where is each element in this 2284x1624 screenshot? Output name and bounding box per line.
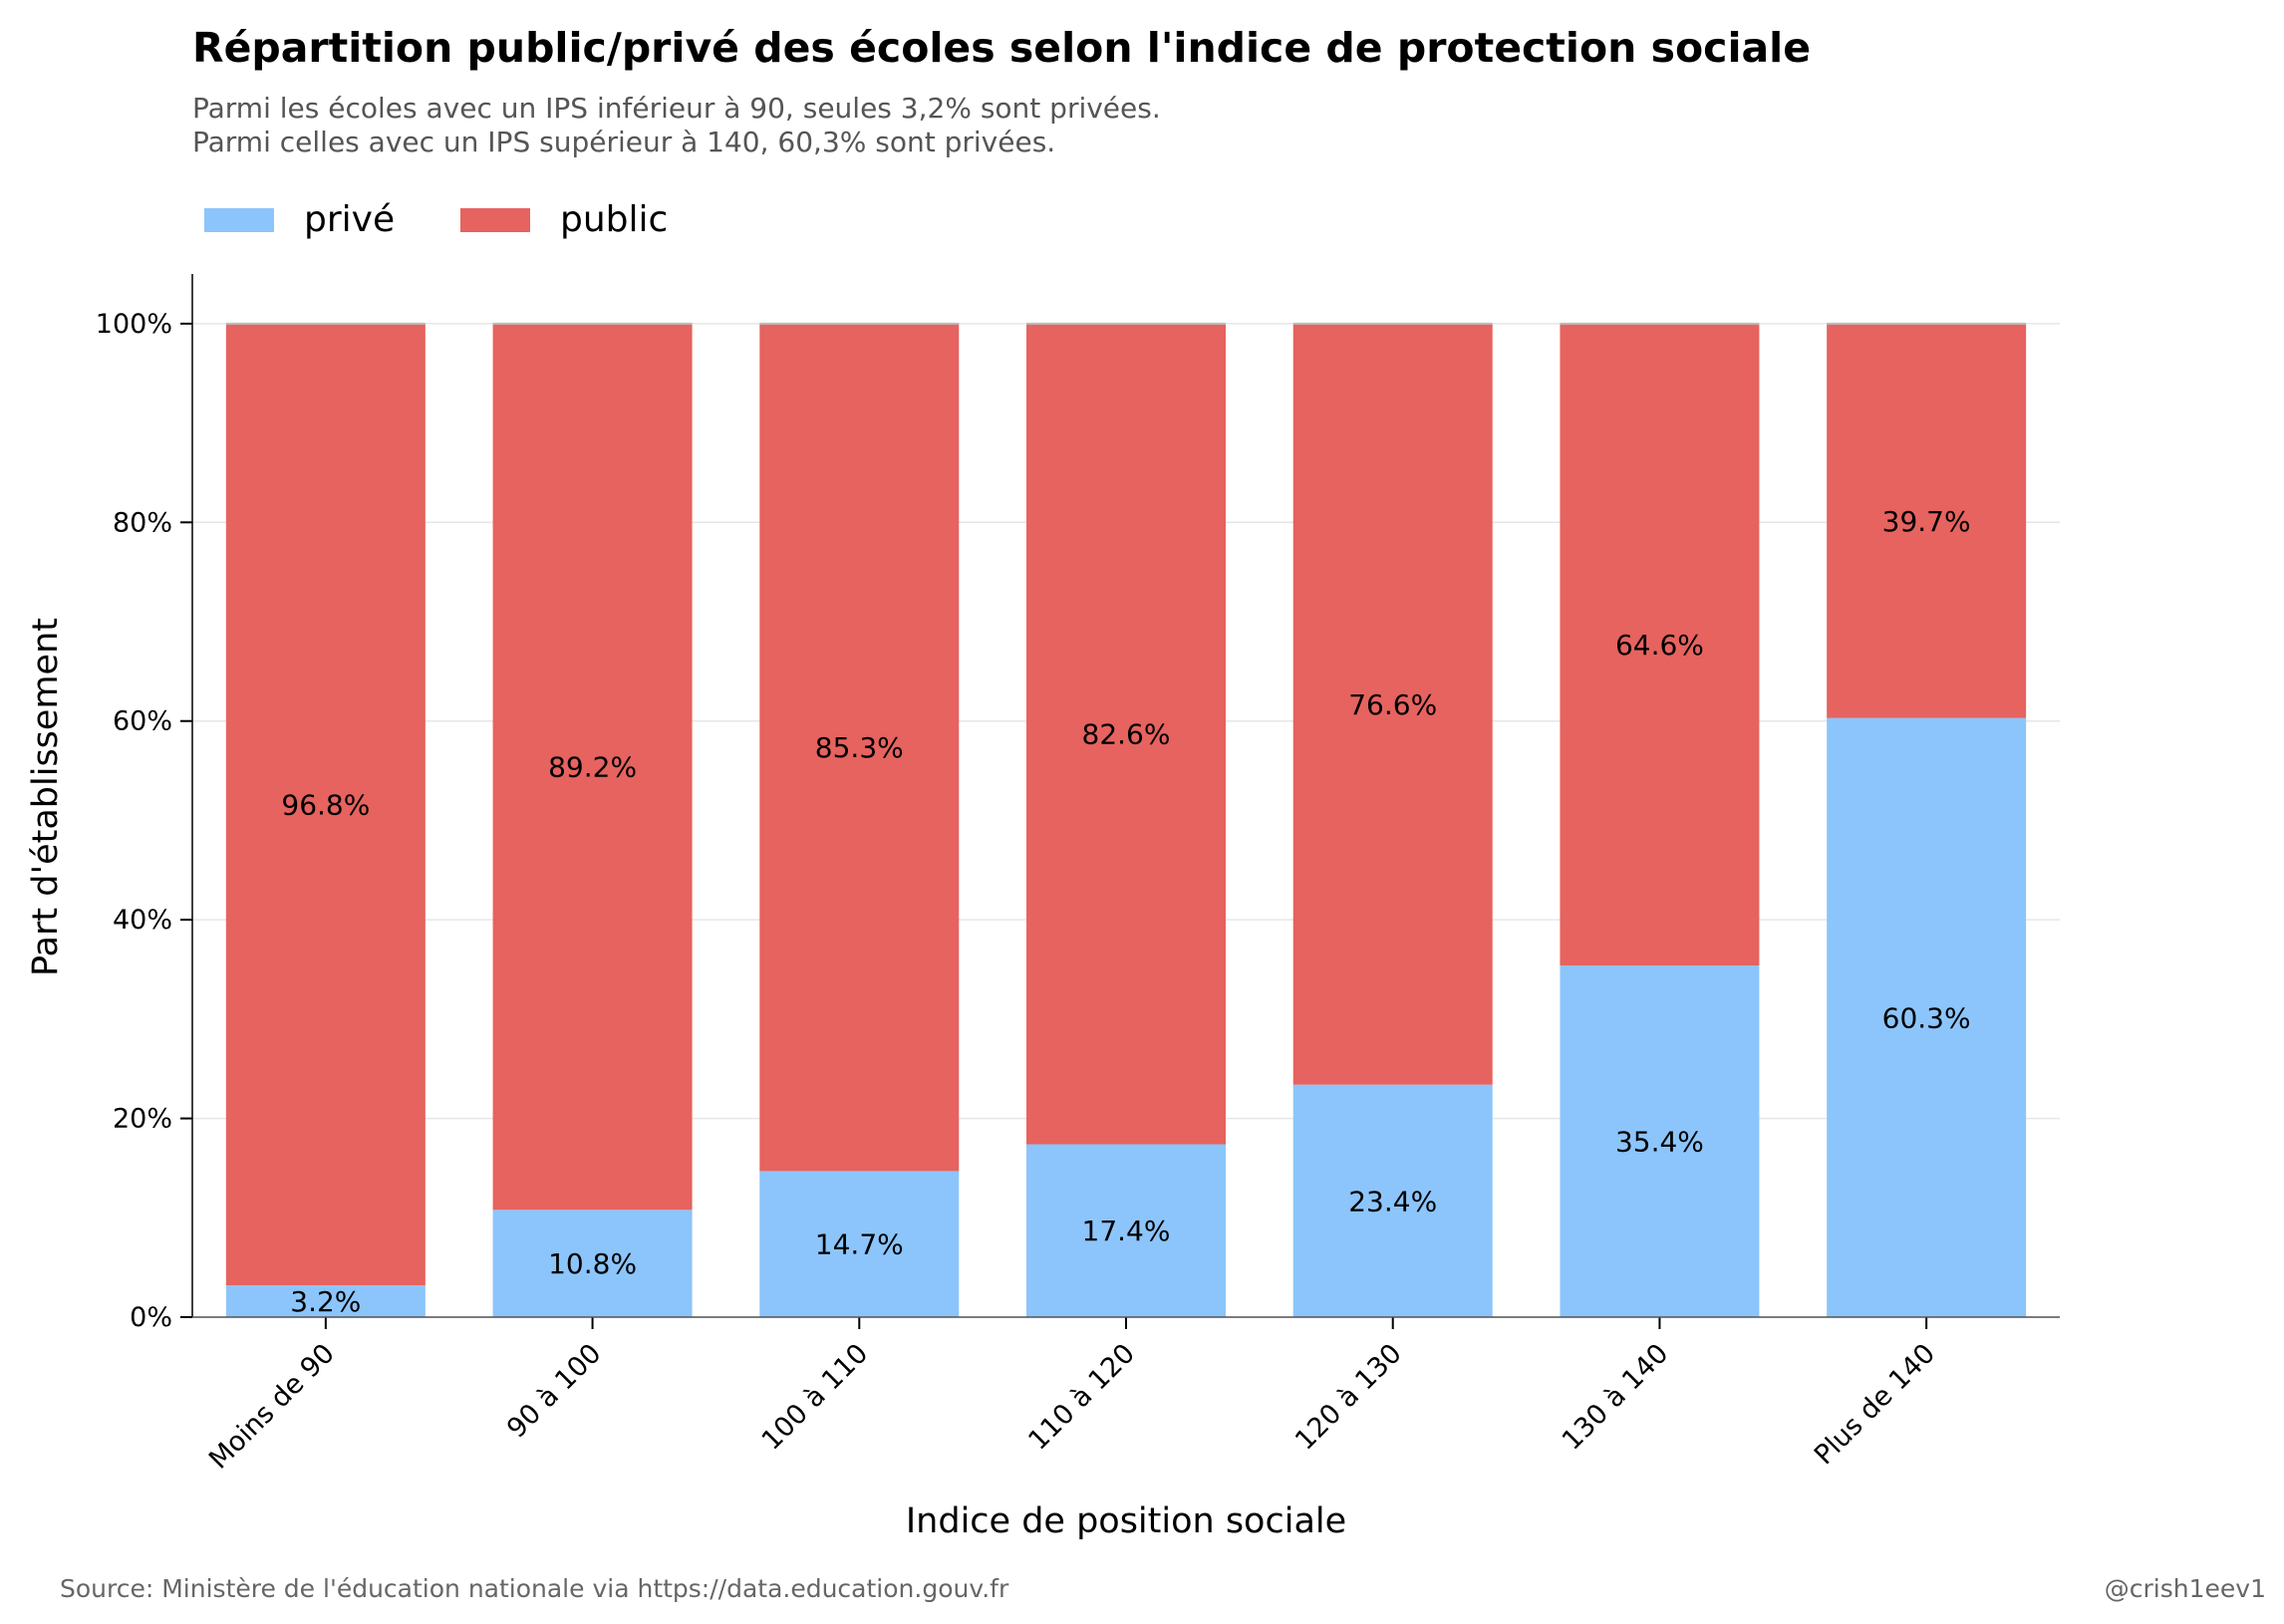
chart-subtitle-line-2: Parmi celles avec un IPS supérieur à 140… (192, 126, 1056, 158)
x-tick-label: Plus de 140 (1809, 1338, 1941, 1471)
bar-label-public: 39.7% (1882, 505, 1971, 538)
bar-label-prive: 17.4% (1082, 1215, 1171, 1247)
bar-prive (1827, 717, 2027, 1317)
y-tick-label: 100% (96, 309, 172, 340)
bar-label-prive: 3.2% (290, 1285, 361, 1318)
y-tick-label: 40% (113, 905, 172, 936)
bar-prive (225, 1285, 426, 1317)
bar-label-prive: 35.4% (1615, 1126, 1704, 1159)
bar-public (1292, 323, 1493, 1085)
x-tick-label: Moins de 90 (203, 1338, 341, 1476)
bar-label-public: 96.8% (281, 788, 370, 821)
y-tick-label: 0% (130, 1302, 172, 1333)
bar-prive (1026, 1144, 1226, 1317)
x-tick-label: 130 à 140 (1557, 1338, 1675, 1457)
y-axis-label: Part d'établissement (26, 618, 66, 976)
bar-prive (759, 1171, 960, 1317)
bar-public (225, 323, 426, 1286)
bar-label-prive: 23.4% (1348, 1185, 1437, 1218)
y-tick-label: 80% (113, 507, 172, 538)
bar-label-public: 89.2% (548, 751, 637, 784)
x-tick-label: 110 à 120 (1022, 1338, 1141, 1457)
bar-public (1560, 323, 1760, 966)
bar-public (1827, 323, 2027, 718)
bar-label-prive: 10.8% (548, 1247, 637, 1280)
x-tick-label: 100 à 110 (756, 1338, 875, 1457)
bar-public (759, 323, 960, 1172)
x-axis-label: Indice de position sociale (906, 1501, 1346, 1541)
chart-subtitle-line-1: Parmi les écoles avec un IPS inférieur à… (192, 92, 1161, 125)
bar-label-prive: 14.7% (815, 1228, 904, 1261)
author-handle: @crish1eev1 (2104, 1574, 2266, 1603)
bars (225, 322, 2027, 1317)
legend-swatch-prive (204, 208, 274, 232)
bar-value-labels: 3.2% 96.8% 10.8% 89.2% 14.7% 85.3% 17.4% 82.6% 2… (281, 505, 1970, 1318)
bar-label-prive: 60.3% (1882, 1001, 1971, 1034)
bar-prive (1560, 965, 1760, 1317)
y-tick-label: 60% (113, 706, 172, 737)
x-tick-label: 90 à 100 (501, 1338, 607, 1444)
legend-swatch-public (460, 208, 530, 232)
bar-label-public: 85.3% (815, 731, 904, 764)
bar-prive (1292, 1084, 1493, 1317)
legend-label-prive: privé (304, 199, 396, 240)
bar-prive (492, 1210, 693, 1317)
x-tick-label: 120 à 130 (1289, 1338, 1408, 1457)
y-tick-label: 20% (113, 1104, 172, 1135)
bar-label-public: 64.6% (1615, 629, 1704, 662)
bar-public (492, 323, 693, 1211)
bar-label-public: 76.6% (1348, 688, 1437, 721)
legend-label-public: public (560, 199, 669, 240)
bar-label-public: 82.6% (1082, 718, 1171, 751)
chart-title: Répartition public/privé des écoles selo… (192, 24, 1812, 72)
source-note: Source: Ministère de l'éducation nationa… (60, 1574, 1009, 1603)
bar-public (1026, 323, 1226, 1145)
